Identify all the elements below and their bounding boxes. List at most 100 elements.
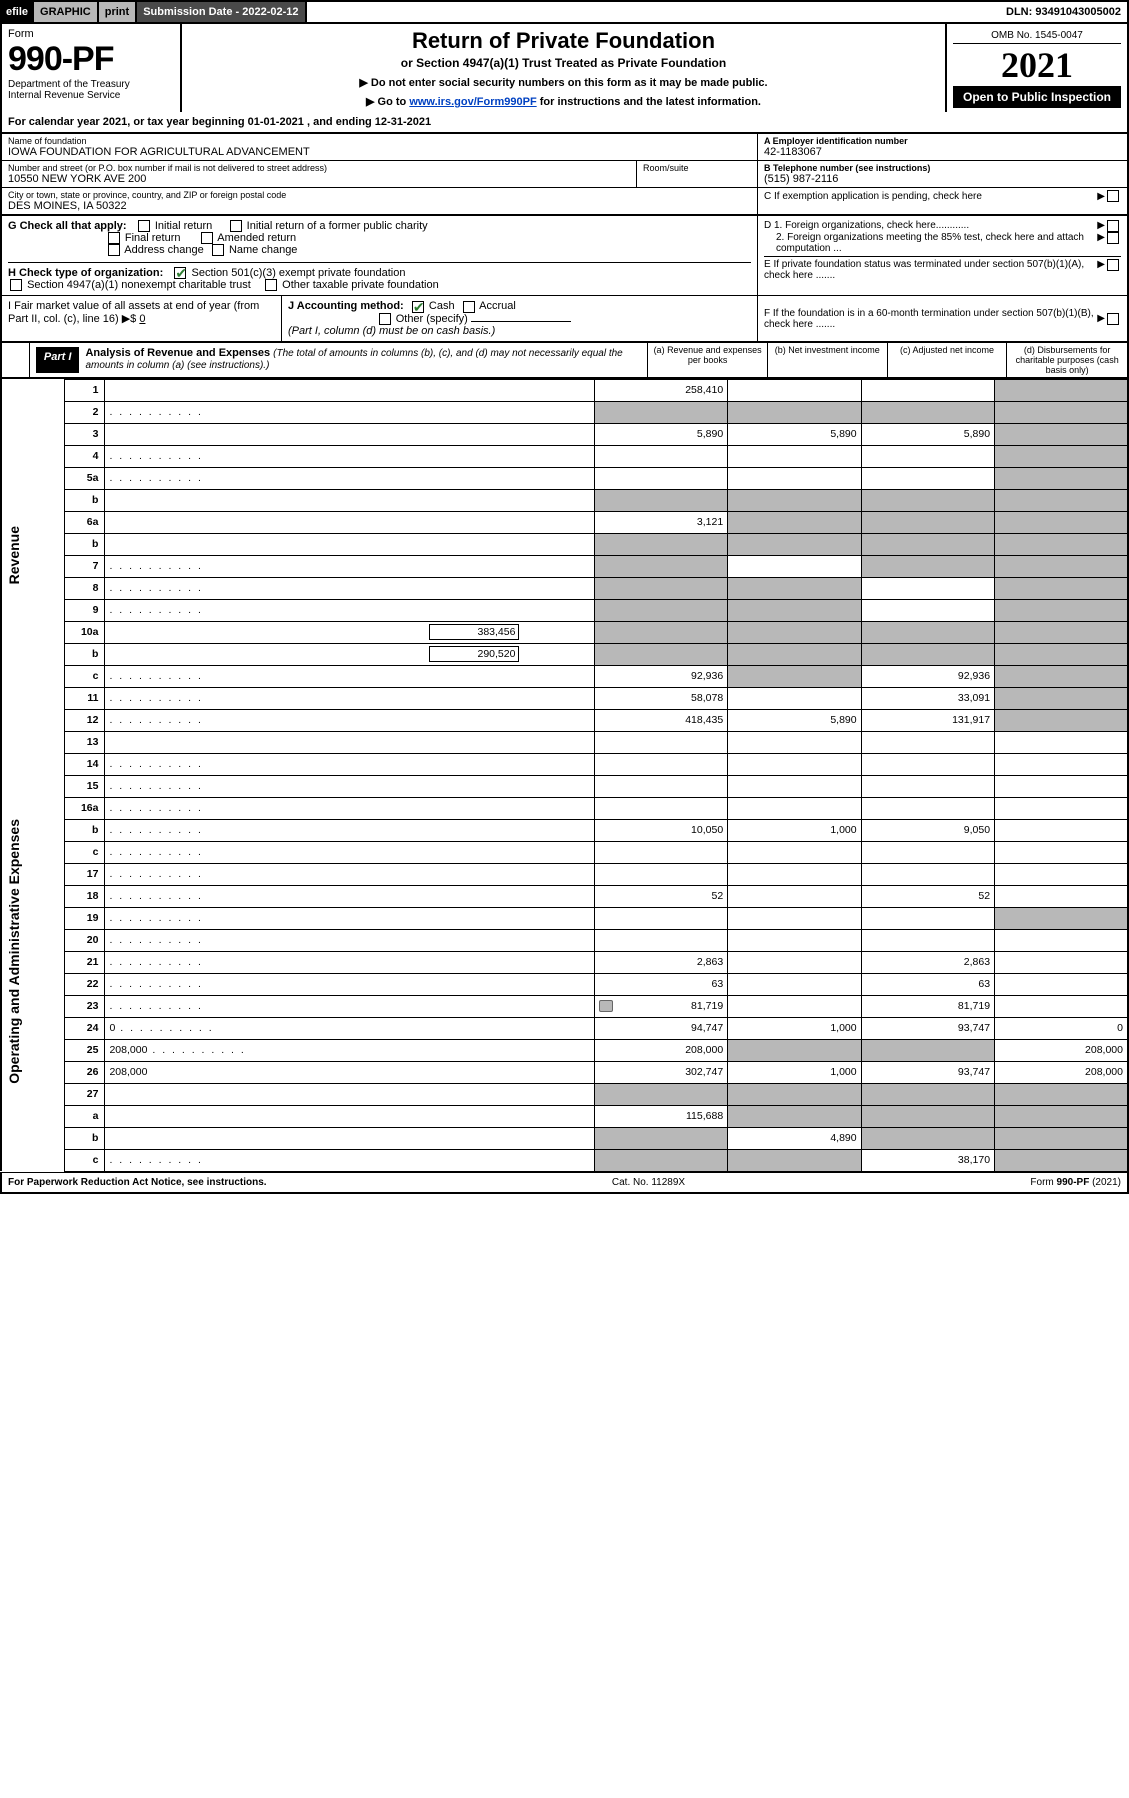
c-exemption: C If exemption application is pending, c… [764, 191, 1097, 202]
cell-a: 302,747 [594, 1061, 727, 1083]
section-g-h: G Check all that apply: Initial return I… [0, 216, 1129, 296]
cell-b [728, 973, 861, 995]
cell-a: 258,410 [594, 379, 727, 401]
cell-b [728, 731, 861, 753]
cell-d [995, 467, 1128, 489]
table-row: 12418,4355,890131,917 [1, 709, 1128, 731]
table-row: 6a3,121 [1, 511, 1128, 533]
section-i-j-f: I Fair market value of all assets at end… [0, 296, 1129, 342]
cell-d [995, 929, 1128, 951]
row-number: b [65, 533, 105, 555]
cb-accrual[interactable] [463, 301, 475, 313]
row-number: 7 [65, 555, 105, 577]
cell-a [594, 1149, 727, 1171]
cell-a [594, 533, 727, 555]
city-label: City or town, state or province, country… [8, 190, 751, 200]
cell-b: 4,890 [728, 1127, 861, 1149]
cell-c [861, 929, 994, 951]
cb-amended[interactable] [201, 232, 213, 244]
room-label: Room/suite [643, 163, 751, 173]
cb-other-taxable[interactable] [265, 279, 277, 291]
irs-link[interactable]: www.irs.gov/Form990PF [409, 96, 536, 108]
cell-c [861, 1105, 994, 1127]
row-number: 21 [65, 951, 105, 973]
footer-left: For Paperwork Reduction Act Notice, see … [8, 1177, 267, 1188]
row-desc [105, 973, 594, 995]
table-row: 2381,71981,719 [1, 995, 1128, 1017]
cell-c: 63 [861, 973, 994, 995]
cell-b [728, 1105, 861, 1127]
cb-501c3[interactable] [174, 267, 186, 279]
cell-d: 208,000 [995, 1061, 1128, 1083]
cell-d [995, 577, 1128, 599]
cell-c [861, 1083, 994, 1105]
cell-c [861, 907, 994, 929]
cell-a: 115,688 [594, 1105, 727, 1127]
cb-initial-return[interactable] [138, 220, 150, 232]
row-number: 2 [65, 401, 105, 423]
cell-c [861, 577, 994, 599]
cell-d [995, 533, 1128, 555]
cb-d1[interactable] [1107, 220, 1119, 232]
cb-other-method[interactable] [379, 313, 391, 325]
cell-b [728, 995, 861, 1017]
d1-foreign: D 1. Foreign organizations, check here..… [764, 220, 1097, 232]
cb-4947[interactable] [10, 279, 22, 291]
cb-address-change[interactable] [108, 244, 120, 256]
table-row: 15 [1, 775, 1128, 797]
opt-other-method: Other (specify) [396, 313, 468, 325]
foundation-info: Name of foundation IOWA FOUNDATION FOR A… [0, 134, 1129, 216]
cb-e[interactable] [1107, 259, 1119, 271]
row-desc [105, 907, 594, 929]
cell-b [728, 665, 861, 687]
cell-d [995, 1149, 1128, 1171]
part1-header: Part I Analysis of Revenue and Expenses … [0, 343, 1129, 379]
opt-501c3: Section 501(c)(3) exempt private foundat… [191, 267, 405, 279]
col-d-header: (d) Disbursements for charitable purpose… [1007, 343, 1127, 377]
cell-b [728, 621, 861, 643]
cb-final-return[interactable] [108, 232, 120, 244]
row-desc [105, 445, 594, 467]
opt-address-change: Address change [124, 244, 204, 256]
row-desc [105, 533, 594, 555]
cell-b [728, 401, 861, 423]
cell-c [861, 511, 994, 533]
opt-4947: Section 4947(a)(1) nonexempt charitable … [27, 279, 251, 291]
cell-b [728, 797, 861, 819]
row-number: b [65, 489, 105, 511]
table-row: c [1, 841, 1128, 863]
cell-b: 1,000 [728, 1017, 861, 1039]
table-row: 5a [1, 467, 1128, 489]
cb-d2[interactable] [1107, 232, 1119, 244]
form-header: Form 990-PF Department of the Treasury I… [0, 24, 1129, 112]
checkbox-c[interactable] [1107, 190, 1119, 202]
cell-c [861, 1039, 994, 1061]
opt-initial-former: Initial return of a former public charit… [247, 220, 428, 232]
cb-cash[interactable] [412, 301, 424, 313]
row-desc [105, 863, 594, 885]
calendar-year-line: For calendar year 2021, or tax year begi… [0, 112, 1129, 134]
cell-a [594, 555, 727, 577]
cell-a [594, 929, 727, 951]
row-desc [105, 1105, 594, 1127]
attachment-icon[interactable] [599, 1000, 613, 1012]
cell-d [995, 797, 1128, 819]
cell-b [728, 489, 861, 511]
cell-d [995, 423, 1128, 445]
cell-a: 10,050 [594, 819, 727, 841]
f-termination: F If the foundation is in a 60-month ter… [764, 308, 1097, 330]
print-button[interactable]: print [99, 2, 137, 22]
cell-c [861, 841, 994, 863]
cell-c [861, 467, 994, 489]
cb-f[interactable] [1107, 313, 1119, 325]
cb-name-change[interactable] [212, 244, 224, 256]
cell-a [594, 599, 727, 621]
h-label: H Check type of organization: [8, 267, 163, 279]
cell-d [995, 775, 1128, 797]
foundation-name: IOWA FOUNDATION FOR AGRICULTURAL ADVANCE… [8, 146, 751, 158]
form-subtitle: or Section 4947(a)(1) Trust Treated as P… [188, 56, 939, 70]
cell-d: 208,000 [995, 1039, 1128, 1061]
table-row: 8 [1, 577, 1128, 599]
cb-initial-former[interactable] [230, 220, 242, 232]
row-number: b [65, 819, 105, 841]
